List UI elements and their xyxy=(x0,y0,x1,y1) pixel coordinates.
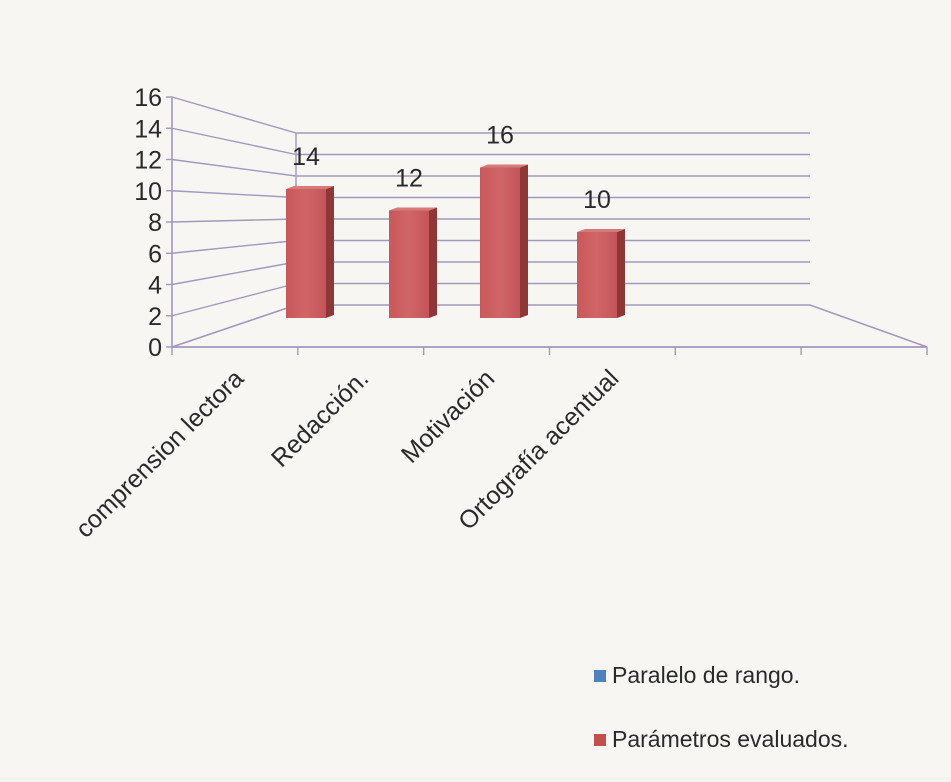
category-label: Motivación xyxy=(396,364,500,468)
bar-side xyxy=(429,207,437,318)
bar-side xyxy=(520,164,528,318)
category-label: comprension lectora xyxy=(70,364,249,543)
side-gridline xyxy=(171,282,297,317)
side-gridline xyxy=(171,261,297,286)
legend-swatch xyxy=(594,734,606,746)
side-gridline xyxy=(171,158,297,177)
side-gridline xyxy=(171,239,297,254)
y-tick-label: 16 xyxy=(134,84,162,112)
y-tick-label: 8 xyxy=(148,209,162,237)
bar-top xyxy=(286,186,334,189)
data-label: 16 xyxy=(486,122,514,150)
bar-side xyxy=(617,229,625,318)
side-gridline xyxy=(171,127,297,156)
bar xyxy=(577,232,617,318)
side-gridline xyxy=(171,304,297,348)
legend-swatch xyxy=(594,670,606,682)
side-gridline xyxy=(171,190,297,199)
y-tick-label: 0 xyxy=(148,334,162,362)
bar xyxy=(480,167,520,318)
data-label: 14 xyxy=(292,143,320,171)
y-tick-label: 2 xyxy=(148,303,162,331)
side-gridline xyxy=(171,96,297,134)
chart-floor xyxy=(171,304,928,348)
y-tick-label: 6 xyxy=(148,240,162,268)
bar-top xyxy=(480,164,528,168)
bar-top xyxy=(389,207,437,211)
bar xyxy=(286,189,326,318)
bar-side xyxy=(326,186,334,318)
y-tick-label: 14 xyxy=(134,115,162,143)
legend-label: Parámetros evaluados. xyxy=(612,726,849,752)
bar-top xyxy=(577,229,625,232)
y-tick-label: 4 xyxy=(148,272,162,300)
legend-label: Paralelo de rango. xyxy=(612,662,800,688)
category-label: Redacción. xyxy=(266,364,374,472)
data-label: 12 xyxy=(395,165,423,193)
data-label: 10 xyxy=(583,186,611,214)
bar xyxy=(389,210,429,318)
y-tick-label: 12 xyxy=(134,147,162,175)
y-tick-label: 10 xyxy=(134,178,162,206)
side-gridline xyxy=(171,218,297,223)
